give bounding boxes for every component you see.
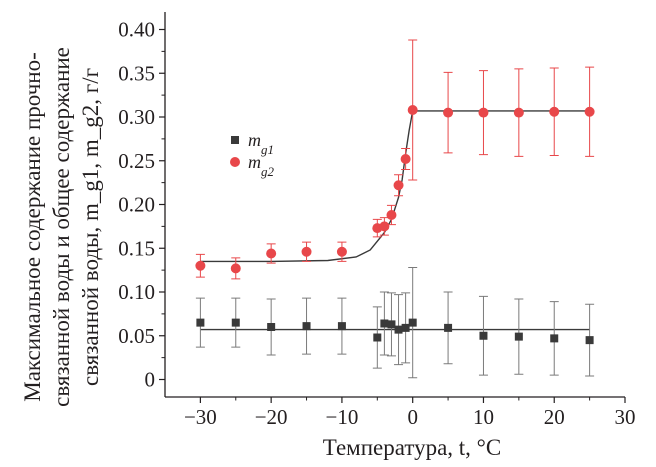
data-point <box>266 249 276 259</box>
data-point <box>478 108 488 118</box>
data-point <box>550 334 558 342</box>
y-axis-title-line-2: связанной воды и общее содержание <box>49 47 74 407</box>
y-axis: 0 0.05 0.10 0.15 0.20 0.25 0.30 0.35 0.40 <box>118 18 165 392</box>
data-point <box>386 210 396 220</box>
data-point <box>409 319 417 327</box>
data-point <box>373 334 381 342</box>
data-point <box>443 108 453 118</box>
x-tick-label: 30 <box>615 405 636 429</box>
data-point <box>549 107 559 117</box>
data-point <box>267 323 275 331</box>
x-tick-label: 20 <box>544 405 565 429</box>
data-point <box>231 263 241 273</box>
x-axis-title: Температура, t, °С <box>323 435 501 460</box>
data-point <box>479 332 487 340</box>
data-point <box>303 322 311 330</box>
y-tick-label: 0.40 <box>118 18 155 42</box>
data-point <box>394 180 404 190</box>
data-point <box>408 105 418 115</box>
data-point <box>379 221 389 231</box>
x-tick-label: −10 <box>326 405 359 429</box>
data-point <box>337 247 347 257</box>
data-point <box>302 247 312 257</box>
y-tick-label: 0.25 <box>118 149 155 173</box>
series-m-g1 <box>196 268 594 378</box>
data-point <box>514 108 524 118</box>
data-point <box>395 326 403 334</box>
x-tick-label: 10 <box>473 405 494 429</box>
data-point <box>232 319 240 327</box>
y-tick-label: 0.10 <box>118 280 155 304</box>
data-point <box>586 336 594 344</box>
y-tick-label: 0.35 <box>118 61 155 85</box>
data-point <box>380 320 388 328</box>
y-axis-title: Максимальное содержание прочно- связанно… <box>20 47 103 407</box>
data-point <box>402 324 410 332</box>
data-point <box>444 324 452 332</box>
y-tick-label: 0.20 <box>118 193 155 217</box>
y-axis-title-line-1: Максимальное содержание прочно- <box>20 52 45 401</box>
data-point <box>401 154 411 164</box>
y-tick-label: 0.15 <box>118 236 155 260</box>
y-axis-title-line-3: связанной воды, m_g1, m_g2, г/г <box>78 68 103 386</box>
x-tick-label: −20 <box>255 405 288 429</box>
data-point <box>585 107 595 117</box>
legend-marker <box>230 157 240 167</box>
data-point <box>387 320 395 328</box>
data-point <box>515 333 523 341</box>
y-tick-label: 0 <box>145 368 156 392</box>
x-tick-label: 0 <box>407 405 418 429</box>
y-tick-label: 0.30 <box>118 105 155 129</box>
data-point <box>195 261 205 271</box>
data-point <box>338 322 346 330</box>
legend-marker <box>231 136 239 144</box>
x-tick-label: −30 <box>184 405 217 429</box>
data-point <box>196 319 204 327</box>
x-axis: −30 −20 −10 0 10 20 30 <box>184 397 636 429</box>
y-tick-label: 0.05 <box>118 324 155 348</box>
